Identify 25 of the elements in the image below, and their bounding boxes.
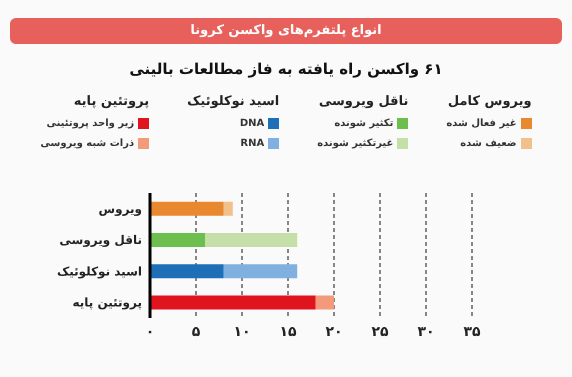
x-tick-label: ۱۵ [279,324,297,340]
x-tick-label: ۲۰ [325,324,343,340]
y-tick-label: ویروس [98,202,142,216]
text: ویروس کامل [446,94,532,109]
x-tick-label: ۰ [146,324,154,340]
x-tick-label: ۵ [192,324,201,340]
text: اسید نوکلوئیک [187,94,280,109]
x-tick-label: ۳۵ [463,324,481,340]
y-tick-label: ناقل ویروسی [59,233,142,248]
legend-label: زیر واحد پروتئینی [46,118,134,129]
x-tick-label: ۳۰ [417,324,435,340]
legend-label: RNA [240,138,264,149]
legend-label: ذرات شبه ویروسی [40,138,134,149]
y-tick-label: اسید نوکلوئیک [56,264,142,278]
y-tick-label: پروتئین پایه [72,296,142,310]
chart-title: انواع پلتفرم‌های واکسن کرونا [10,18,562,44]
x-tick-label: ۱۰ [233,324,251,340]
legend-label: غیر فعال شده [446,118,517,129]
text: ناقل ویروسی [318,94,408,109]
chart-subtitle: ۶۱ واکسن راه یافته به فاز مطالعات بالینی [128,60,444,78]
legend-label: تکثیر شونده [334,118,394,129]
x-tick-label: ۲۵ [371,324,389,340]
legend-label: DNA [240,118,264,129]
legend-label: غیرتکثیر شونده [317,138,394,149]
legend-label: ضعیف شده [460,138,517,149]
